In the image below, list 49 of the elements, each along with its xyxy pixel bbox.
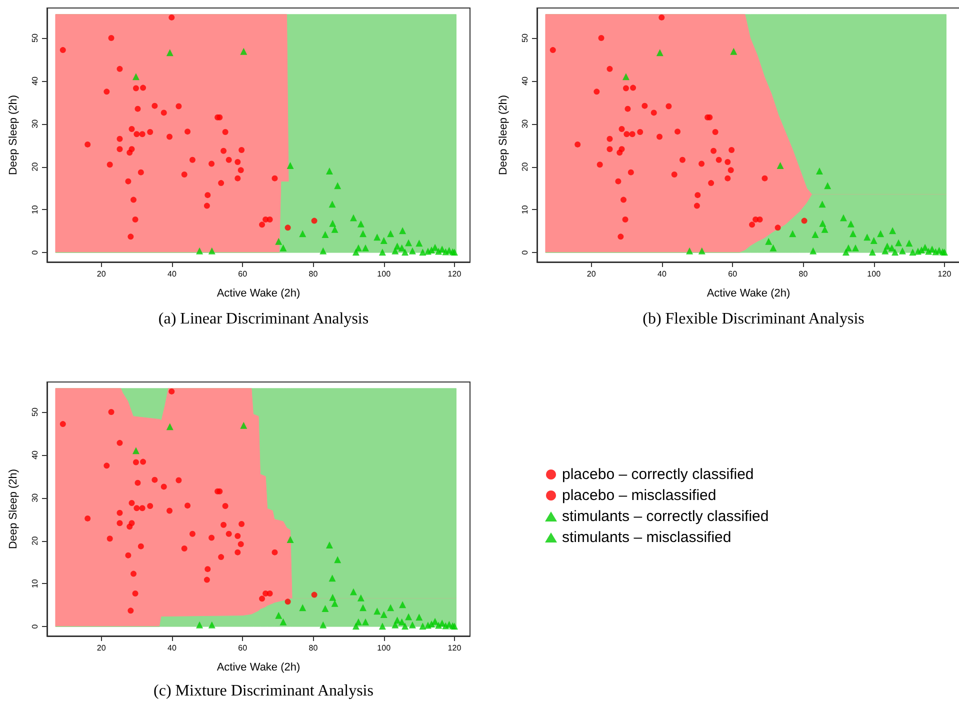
legend-label: stimulants – misclassified	[562, 529, 732, 546]
y-tick-label: 0	[520, 250, 530, 255]
y-tick-label: 20	[30, 536, 40, 546]
x-axis-title: Active Wake (2h)	[216, 662, 300, 674]
x-tick-label: 120	[938, 270, 952, 278]
x-tick-label: 100	[377, 644, 392, 652]
x-tick-label: 20	[586, 270, 596, 278]
x-tick-label: 60	[728, 270, 738, 278]
y-tick-label: 30	[30, 118, 40, 128]
y-tick-label: 10	[520, 204, 530, 214]
x-tick-label: 60	[238, 270, 248, 278]
x-tick-label: 40	[168, 270, 177, 278]
y-tick-label: 50	[520, 33, 530, 42]
x-tick-label: 40	[168, 644, 177, 652]
y-tick-label: 0	[30, 624, 40, 629]
x-tick-label: 60	[238, 644, 248, 652]
y-tick-label: 10	[30, 204, 40, 214]
y-tick-label: 50	[30, 407, 40, 416]
y-tick-label: 40	[30, 450, 40, 460]
x-axis-title: Active Wake (2h)	[216, 288, 300, 300]
text: (c) Mixture Discriminant Analysis	[154, 682, 374, 700]
x-tick-label: 80	[308, 644, 318, 652]
y-axis-title: Deep Sleep (2h)	[8, 94, 20, 176]
y-tick-label: 30	[520, 118, 530, 128]
x-tick-label: 80	[798, 270, 808, 278]
text: (a) Linear Discriminant Analysis	[158, 310, 369, 328]
x-tick-label: 40	[658, 270, 667, 278]
x-tick-label: 20	[96, 644, 106, 652]
legend-label: placebo – misclassified	[562, 487, 716, 504]
x-tick-label: 100	[377, 270, 392, 278]
x-tick-label: 80	[308, 270, 318, 278]
y-tick-label: 30	[30, 492, 40, 502]
text: (b) Flexible Discriminant Analysis	[642, 310, 864, 328]
y-tick-label: 0	[30, 250, 40, 255]
y-tick-label: 40	[520, 76, 530, 86]
x-tick-label: 120	[448, 270, 462, 278]
y-tick-label: 50	[30, 33, 40, 42]
y-tick-label: 20	[520, 162, 530, 172]
x-tick-label: 120	[448, 644, 462, 652]
y-tick-label: 10	[30, 578, 40, 588]
y-tick-label: 40	[30, 76, 40, 86]
y-tick-label: 20	[30, 162, 40, 172]
legend-label: placebo – correctly classified	[562, 466, 754, 483]
x-tick-label: 100	[867, 270, 882, 278]
x-axis-title: Active Wake (2h)	[706, 288, 790, 300]
y-axis-title: Deep Sleep (2h)	[498, 94, 510, 176]
y-axis-title: Deep Sleep (2h)	[8, 468, 20, 550]
legend-label: stimulants – correctly classified	[562, 508, 769, 525]
x-tick-label: 20	[96, 270, 106, 278]
